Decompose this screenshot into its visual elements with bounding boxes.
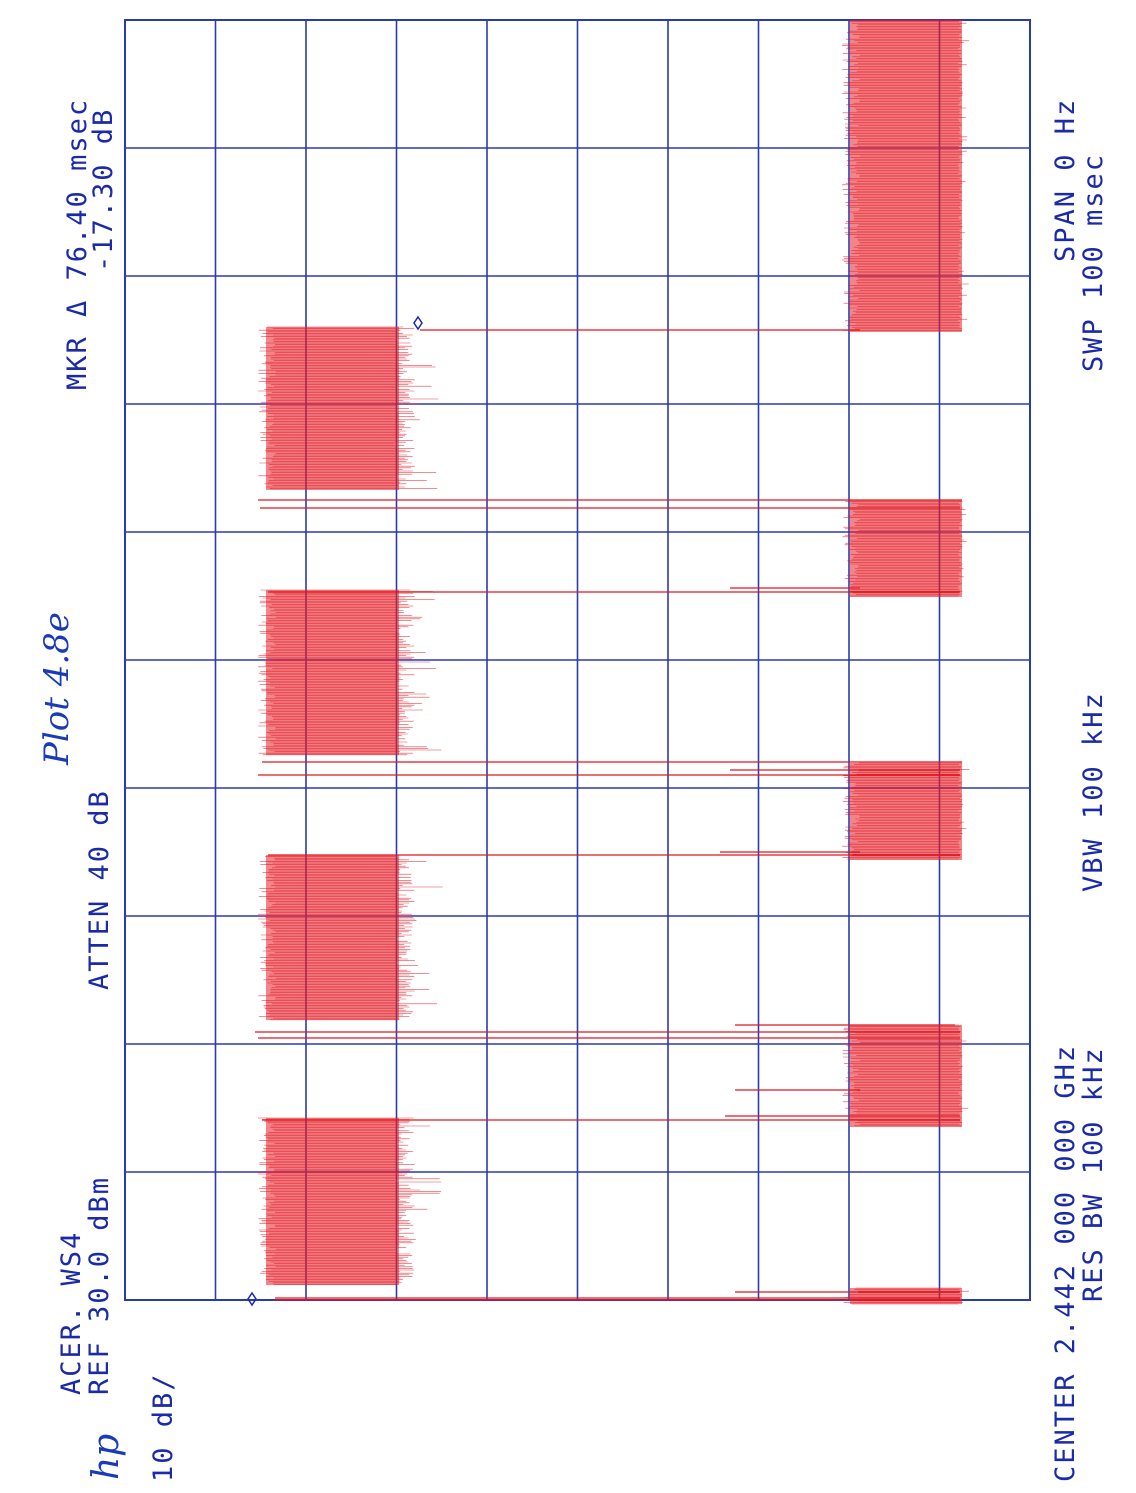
trace-noise [258, 326, 439, 489]
logo: hp [86, 1434, 127, 1480]
video-bandwidth: VBW 100 kHz [1078, 691, 1109, 892]
marker-level: -17.30 dB [88, 108, 119, 272]
trace-noise [258, 1117, 442, 1285]
trace-noise [842, 762, 970, 860]
marker-delta: MKR Δ 76.40 msec [62, 98, 93, 390]
center-frequency: CENTER 2.442 000 000 GHz [1050, 1044, 1081, 1482]
marker [247, 1291, 257, 1307]
span: SPAN 0 Hz [1050, 98, 1081, 262]
sweep-time: SWP 100 msec [1078, 153, 1109, 372]
ref-level: REF 30.0 dBm [84, 1176, 115, 1395]
trace-noise [842, 19, 970, 331]
title: ACER. WS4 [56, 1231, 87, 1395]
marker [413, 315, 423, 331]
trace-noise [842, 499, 967, 597]
trace [247, 19, 970, 1307]
scale: 10 dB/ [148, 1372, 179, 1482]
trace-burst [266, 855, 399, 1020]
attenuation: ATTEN 40 dB [84, 789, 115, 990]
resolution-bandwidth: RES BW 100 kHz [1078, 1046, 1109, 1302]
trace-burst [850, 20, 962, 332]
trace-burst [266, 590, 399, 755]
trace-noise [258, 589, 442, 756]
handwritten-note: Plot 4.8e [37, 612, 77, 766]
